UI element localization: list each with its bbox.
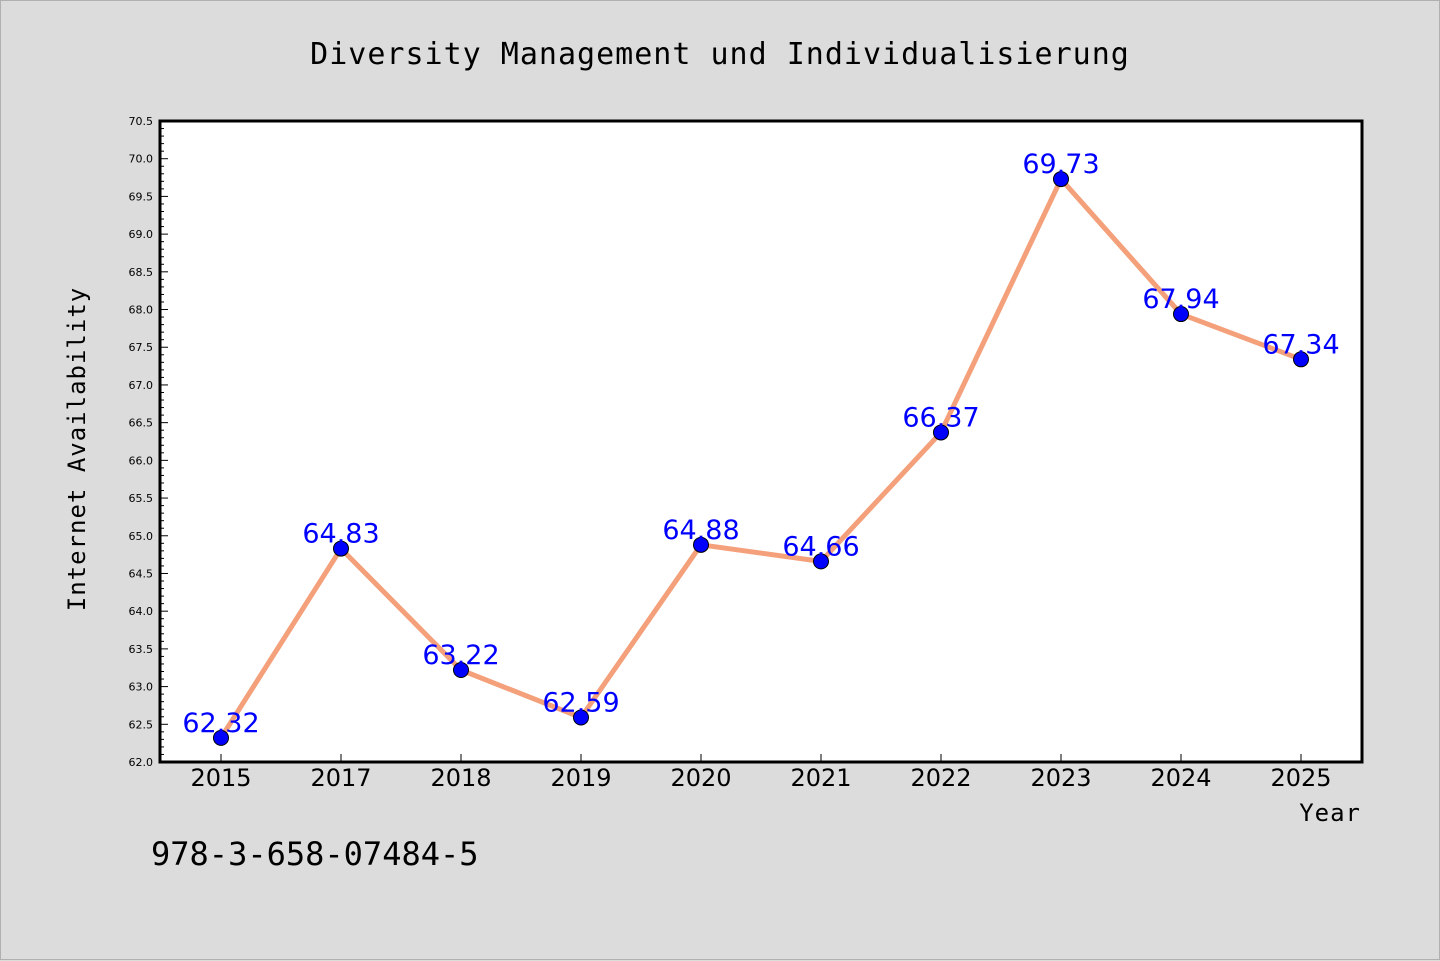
y-tick-label: 65.0 xyxy=(129,530,154,543)
x-axis: 2015 2017 2018 2019 2020 2021 2022 2023 2024 2025 xyxy=(190,754,1332,792)
y-tick-label: 66.5 xyxy=(129,417,154,430)
data-label: 63.22 xyxy=(422,640,499,671)
y-tick-label: 62.0 xyxy=(129,756,154,769)
data-point xyxy=(693,536,709,553)
y-tick-label: 66.0 xyxy=(129,454,154,467)
data-label: 67.94 xyxy=(1142,284,1219,315)
y-tick-label: 68.5 xyxy=(129,266,154,279)
series-layer: 62.32 64.83 63.22 62.59 64.88 64.66 66.37 69.73… xyxy=(182,149,1340,746)
x-tick-label: 2023 xyxy=(1030,764,1091,792)
data-label: 62.59 xyxy=(542,688,619,719)
plot-area xyxy=(158,119,1364,764)
data-label: 64.66 xyxy=(782,531,859,562)
data-point xyxy=(453,661,469,678)
data-label: 69.73 xyxy=(1022,149,1099,180)
y-axis-label: Internet Availability xyxy=(63,287,91,611)
data-point xyxy=(1293,351,1309,368)
data-point xyxy=(813,553,829,570)
data-label: 66.37 xyxy=(902,402,979,433)
y-tick-label: 64.0 xyxy=(129,605,154,618)
y-tick-label: 65.5 xyxy=(129,492,154,505)
y-axis: 62.0 62.5 63.0 63.5 64.0 64.5 65.0 65.5 66.0 66.5… xyxy=(129,115,168,769)
x-tick-label: 2020 xyxy=(670,764,731,792)
x-axis-label: Year xyxy=(1299,799,1361,827)
x-tick-label: 2017 xyxy=(310,764,371,792)
isbn-footer: 978-3-658-07484-5 xyxy=(151,835,479,873)
x-tick-label: 2025 xyxy=(1270,764,1331,792)
series-line xyxy=(218,176,1304,741)
y-tick-label: 69.0 xyxy=(129,228,154,241)
data-label: 64.83 xyxy=(302,519,379,550)
data-point xyxy=(573,709,589,726)
data-point xyxy=(933,424,949,441)
data-label: 67.34 xyxy=(1262,329,1339,360)
y-tick-label: 68.0 xyxy=(129,304,154,317)
data-point xyxy=(213,729,229,746)
y-tick-label: 64.5 xyxy=(129,567,154,580)
y-tick-label: 69.5 xyxy=(129,190,154,203)
data-point xyxy=(1053,171,1069,188)
x-tick-label: 2024 xyxy=(1150,764,1211,792)
x-tick-label: 2018 xyxy=(430,764,491,792)
x-tick-label: 2015 xyxy=(190,764,251,792)
y-tick-label: 70.0 xyxy=(129,153,154,166)
y-tick-label: 67.5 xyxy=(129,341,154,354)
x-tick-label: 2021 xyxy=(790,764,851,792)
x-tick-label: 2022 xyxy=(910,764,971,792)
y-tick-label: 62.5 xyxy=(129,718,154,731)
chart-title: Diversity Management und Individualisier… xyxy=(310,37,1130,72)
data-label: 64.88 xyxy=(662,515,739,546)
data-label: 62.32 xyxy=(182,708,259,739)
x-tick-label: 2019 xyxy=(550,764,611,792)
y-tick-label: 63.0 xyxy=(129,681,154,694)
data-point xyxy=(1173,306,1189,323)
y-tick-label: 67.0 xyxy=(129,379,154,392)
y-tick-label: 63.5 xyxy=(129,643,154,656)
y-tick-label: 70.5 xyxy=(129,115,154,128)
data-point xyxy=(333,540,349,557)
